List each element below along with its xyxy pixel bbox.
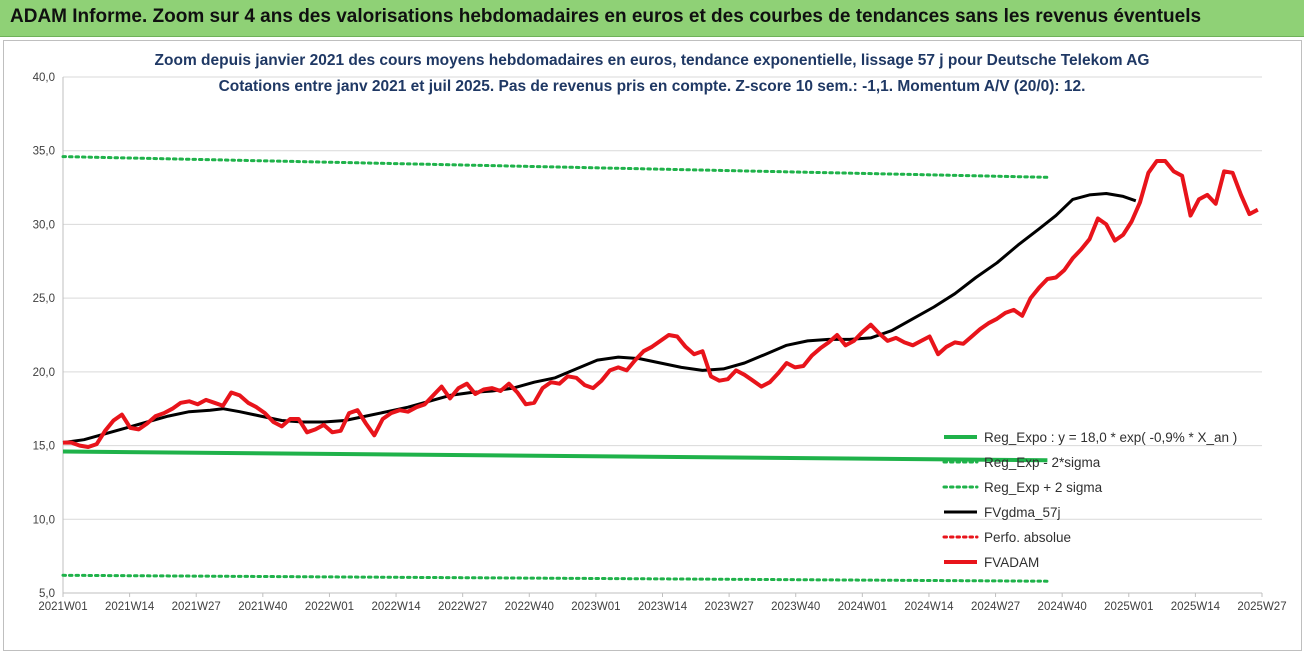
x-tick-label: 2021W40 xyxy=(238,601,287,613)
x-tick-label: 2025W27 xyxy=(1237,601,1286,613)
x-tick-label: 2021W01 xyxy=(38,601,87,613)
header-banner: ADAM Informe. Zoom sur 4 ans des valoris… xyxy=(0,0,1304,37)
y-tick-label: 15,0 xyxy=(33,441,55,453)
x-tick-label: 2022W01 xyxy=(305,601,354,613)
y-tick-label: 40,0 xyxy=(33,72,55,84)
x-axis-ticks: 2021W01 2021W14 2021W27 2021W40 2022W01 2022W… xyxy=(38,593,1287,613)
x-tick-label: 2021W14 xyxy=(105,601,155,613)
x-tick-label: 2023W14 xyxy=(638,601,688,613)
chart-title: Zoom depuis janvier 2021 des cours moyen… xyxy=(154,52,1150,69)
series-lines xyxy=(61,155,1259,583)
y-tick-label: 20,0 xyxy=(33,367,55,379)
x-tick-label: 2024W14 xyxy=(904,601,954,613)
legend-label: Reg_Exp + 2 sigma xyxy=(984,480,1103,495)
series-line-1 xyxy=(61,573,1049,583)
x-tick-label: 2022W14 xyxy=(371,601,421,613)
banner-title: ADAM Informe. Zoom sur 4 ans des valoris… xyxy=(10,6,1202,27)
x-tick-label: 2025W01 xyxy=(1104,601,1153,613)
series-line-3 xyxy=(62,192,1137,445)
x-tick-label: 2025W14 xyxy=(1171,601,1221,613)
x-tick-label: 2023W40 xyxy=(771,601,820,613)
legend-label: FVADAM xyxy=(984,555,1039,570)
x-tick-label: 2023W27 xyxy=(704,601,753,613)
x-tick-label: 2024W01 xyxy=(838,601,887,613)
legend-label: FVgdma_57j xyxy=(984,505,1061,520)
series-line-2 xyxy=(61,155,1049,179)
chart-subtitle: Cotations entre janv 2021 et juil 2025. … xyxy=(218,78,1086,95)
y-tick-label: 5,0 xyxy=(39,588,55,600)
grid-lines xyxy=(62,76,1262,594)
legend-label: Reg_Exp - 2*sigma xyxy=(984,455,1101,470)
y-tick-label: 10,0 xyxy=(33,514,55,526)
series-line-5 xyxy=(63,159,1259,449)
legend-label: Perfo. absolue xyxy=(984,530,1071,545)
y-tick-label: 30,0 xyxy=(33,219,55,231)
y-tick-label: 35,0 xyxy=(33,146,55,158)
x-tick-label: 2024W40 xyxy=(1038,601,1087,613)
legend: Reg_Expo : y = 18,0 * exp( -0,9% * X_an … xyxy=(942,430,1237,570)
x-tick-label: 2024W27 xyxy=(971,601,1020,613)
x-tick-label: 2021W27 xyxy=(172,601,221,613)
x-tick-label: 2023W01 xyxy=(571,601,620,613)
y-axis-ticks: 5,0 10,0 15,0 20,0 25,0 30,0 35,0 40,0 xyxy=(33,72,55,600)
series-line-0 xyxy=(62,449,1048,463)
legend-label: Reg_Expo : y = 18,0 * exp( -0,9% * X_an … xyxy=(984,430,1237,445)
y-tick-label: 25,0 xyxy=(33,293,55,305)
x-tick-label: 2022W40 xyxy=(505,601,554,613)
x-tick-label: 2022W27 xyxy=(438,601,487,613)
